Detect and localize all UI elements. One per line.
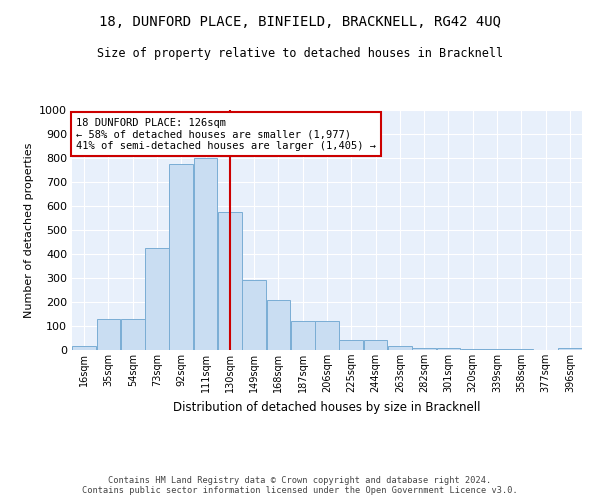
Bar bbox=[461, 349, 485, 350]
Bar bbox=[558, 348, 581, 350]
Bar bbox=[388, 346, 412, 350]
Text: 18, DUNFORD PLACE, BINFIELD, BRACKNELL, RG42 4UQ: 18, DUNFORD PLACE, BINFIELD, BRACKNELL, … bbox=[99, 15, 501, 29]
Bar bbox=[121, 319, 145, 350]
Bar bbox=[169, 164, 193, 350]
Bar bbox=[218, 212, 242, 350]
Bar bbox=[266, 300, 290, 350]
Text: Contains HM Land Registry data © Crown copyright and database right 2024.
Contai: Contains HM Land Registry data © Crown c… bbox=[82, 476, 518, 495]
Bar bbox=[485, 349, 509, 350]
Bar bbox=[315, 321, 339, 350]
Text: Size of property relative to detached houses in Bracknell: Size of property relative to detached ho… bbox=[97, 48, 503, 60]
Bar bbox=[437, 348, 460, 350]
Bar bbox=[509, 349, 533, 350]
X-axis label: Distribution of detached houses by size in Bracknell: Distribution of detached houses by size … bbox=[173, 400, 481, 413]
Bar bbox=[194, 158, 217, 350]
Bar bbox=[291, 321, 314, 350]
Bar bbox=[97, 319, 120, 350]
Bar bbox=[242, 280, 266, 350]
Bar bbox=[340, 340, 363, 350]
Y-axis label: Number of detached properties: Number of detached properties bbox=[23, 142, 34, 318]
Bar bbox=[364, 340, 388, 350]
Bar bbox=[145, 248, 169, 350]
Text: 18 DUNFORD PLACE: 126sqm
← 58% of detached houses are smaller (1,977)
41% of sem: 18 DUNFORD PLACE: 126sqm ← 58% of detach… bbox=[76, 118, 376, 151]
Bar bbox=[73, 346, 96, 350]
Bar bbox=[412, 348, 436, 350]
